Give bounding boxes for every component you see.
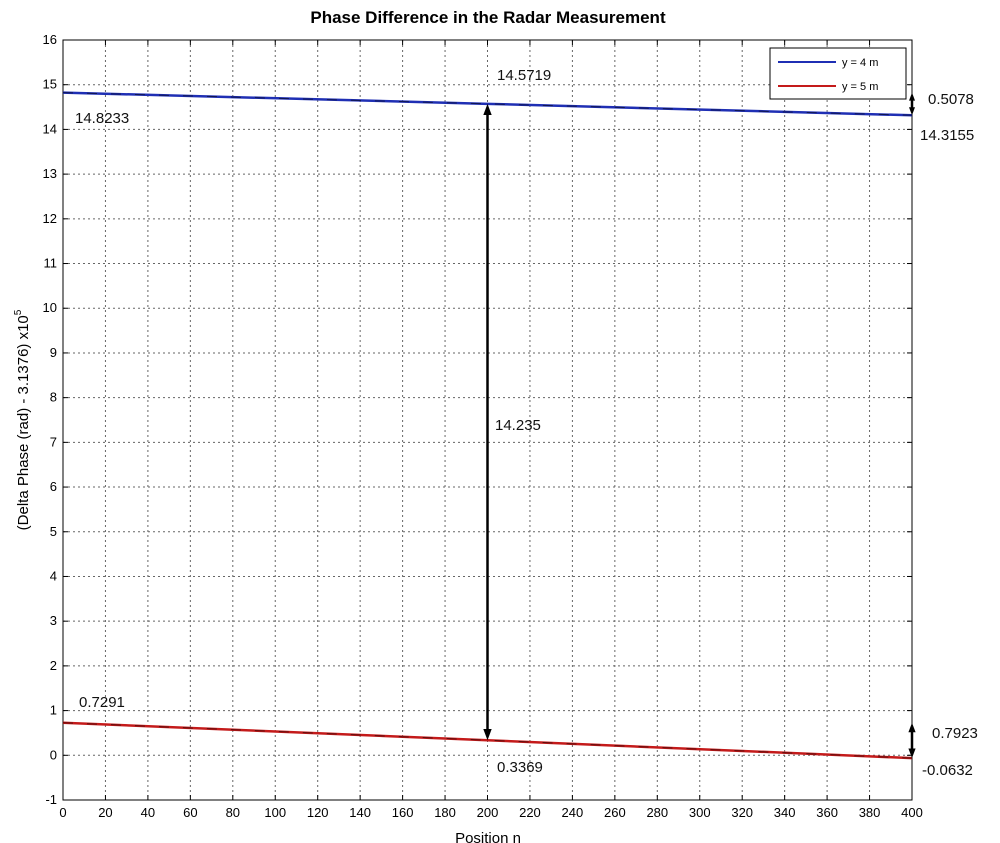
anno-14-8233: 14.8233 [75,110,129,127]
x-tick-label: 160 [392,805,414,820]
arrowhead-down [483,729,492,741]
y-tick-label: -1 [45,792,57,807]
arrowhead-down [909,107,915,116]
anno-0-3369: 0.3369 [497,759,543,776]
anno-neg-0-0632: -0.0632 [922,762,973,779]
arrowheads [483,92,916,759]
anno-0-7923: 0.7923 [932,725,978,742]
y-tick-label: 9 [50,345,57,360]
y-tick-label: 0 [50,747,57,762]
grid [63,40,912,800]
y-tick-label: 13 [43,166,57,181]
x-tick-label: 320 [731,805,753,820]
y-tick-label: 4 [50,568,57,583]
x-tick-label: 40 [141,805,155,820]
legend-label-y4: y = 4 m [842,57,878,69]
y-tick-label: 2 [50,658,57,673]
chart-title: Phase Difference in the Radar Measuremen… [310,8,666,27]
y-tick-label: 3 [50,613,57,628]
x-tick-label: 380 [859,805,881,820]
y-tick-label: 1 [50,703,57,718]
y-tick-label: 5 [50,524,57,539]
anno-14-3155: 14.3155 [920,127,974,144]
arrowhead-up [483,103,492,116]
x-tick-label: 100 [264,805,286,820]
y-tick-label: 7 [50,434,57,449]
y-tick-label: 15 [43,77,57,92]
arrowhead-down [908,748,916,759]
x-tick-label: 240 [562,805,584,820]
y-tick-label: 14 [43,121,57,136]
y-axis-label-group: (Delta Phase (rad) - 3.1376) x105 [13,309,32,530]
y-axis-exponent: 5 [13,309,24,315]
y-axis-label: (Delta Phase (rad) - 3.1376) x10 [15,315,32,530]
x-tick-label: 180 [434,805,456,820]
x-tick-label: 60 [183,805,197,820]
legend-box [769,47,907,100]
x-tick-label: 120 [307,805,329,820]
arrowhead-up [908,722,916,733]
x-tick-label: 0 [59,805,66,820]
anno-0-7291: 0.7291 [79,694,125,711]
y-tick-label: 6 [50,479,57,494]
x-tick-label: 300 [689,805,711,820]
anno-14-235: 14.235 [495,417,541,434]
x-tick-label: 340 [774,805,796,820]
y-tick-label: 11 [44,256,58,271]
legend-label-y5: y = 5 m [842,81,878,93]
y-tick-label: 8 [50,390,57,405]
arrowhead-up [909,92,915,101]
x-tick-label: 400 [901,805,923,820]
x-ticks: 0 20 40 60 80 100 120 140 160 180 200 220 240 260 280 3… [59,40,923,820]
x-tick-label: 80 [226,805,240,820]
x-tick-label: 260 [604,805,626,820]
x-tick-label: 220 [519,805,541,820]
x-axis-label: Position n [455,830,521,843]
y-tick-label: 16 [43,32,57,47]
x-tick-label: 360 [816,805,838,820]
x-tick-label: 20 [98,805,112,820]
y-tick-label: 10 [43,300,57,315]
y-tick-label: 12 [43,211,57,226]
legend: y = 4 m y = 5 m [769,47,907,100]
svg-text:(Delta Phase (rad) - 3.1376) x: (Delta Phase (rad) - 3.1376) x105 [13,309,32,530]
x-tick-label: 200 [477,805,499,820]
anno-14-5719: 14.5719 [497,67,551,84]
anno-0-5078: 0.5078 [928,91,974,108]
x-tick-label: 280 [646,805,668,820]
x-tick-label: 140 [349,805,371,820]
